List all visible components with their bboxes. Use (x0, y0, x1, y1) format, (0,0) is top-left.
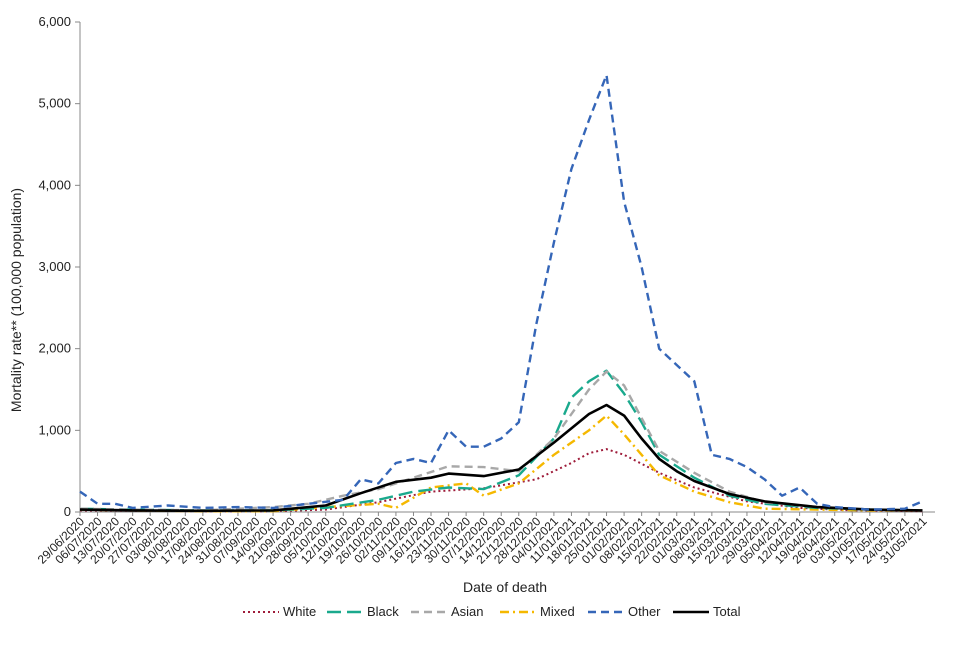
y-axis-label: Mortality rate** (100,000 population) (8, 188, 24, 412)
series-line-mixed (79, 414, 923, 513)
series-layer (79, 73, 923, 513)
y-tick-label: 1,000 (38, 422, 71, 437)
series-line-other (79, 73, 923, 511)
y-tick-label: 6,000 (38, 14, 71, 29)
legend: White Black Asian Mixed Other Total (243, 604, 741, 619)
legend-label-total: Total (713, 604, 741, 619)
y-tick-label: 0 (64, 504, 71, 519)
y-tick-label: 4,000 (38, 177, 71, 192)
legend-label-white: White (283, 604, 316, 619)
series-line-total (79, 403, 923, 513)
y-tick-label: 2,000 (38, 341, 71, 356)
y-tick-label: 5,000 (38, 96, 71, 111)
series-line-white (79, 448, 923, 513)
legend-label-mixed: Mixed (540, 604, 575, 619)
legend-label-other: Other (628, 604, 661, 619)
series-line-asian (79, 370, 923, 512)
x-axis: 29/06/202006/07/202013/07/202020/07/2020… (35, 511, 935, 567)
series-line-black (79, 369, 923, 512)
legend-label-asian: Asian (451, 604, 484, 619)
y-axis: 0 1,000 2,000 3,000 4,000 5,000 6,000 (38, 14, 81, 519)
legend-label-black: Black (367, 604, 399, 619)
y-tick-label: 3,000 (38, 259, 71, 274)
x-axis-label: Date of death (463, 579, 547, 595)
